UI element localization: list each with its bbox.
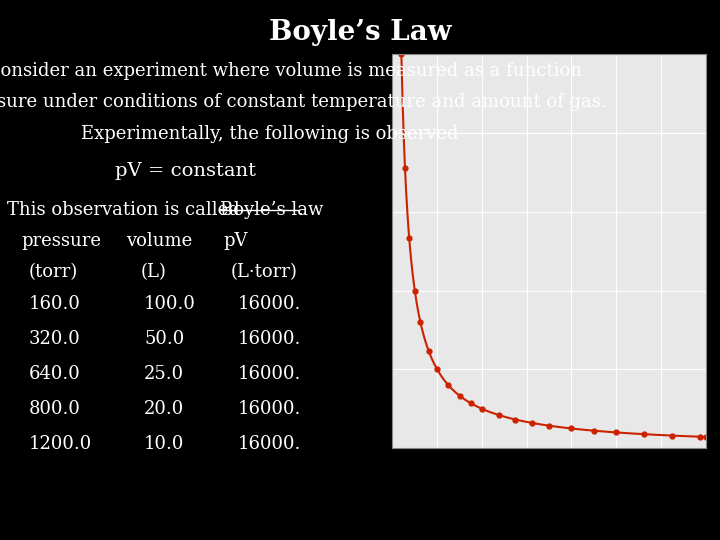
Text: 160.0: 160.0 xyxy=(29,295,81,313)
Text: 800.0: 800.0 xyxy=(29,400,81,418)
Text: 16000.: 16000. xyxy=(238,400,301,418)
Text: (L): (L) xyxy=(140,264,166,281)
Text: pV = constant: pV = constant xyxy=(115,162,256,180)
Text: 10.0: 10.0 xyxy=(144,435,184,453)
Text: Boyle’s law: Boyle’s law xyxy=(220,201,323,219)
Text: Experimentally, the following is observed: Experimentally, the following is observe… xyxy=(81,125,459,143)
Text: This observation is called: This observation is called xyxy=(7,201,246,219)
Text: .: . xyxy=(297,201,303,219)
Text: 1200.0: 1200.0 xyxy=(29,435,92,453)
Text: 640.0: 640.0 xyxy=(29,365,81,383)
Text: (torr): (torr) xyxy=(29,264,78,281)
Text: 16000.: 16000. xyxy=(238,330,301,348)
Text: 50.0: 50.0 xyxy=(144,330,184,348)
Y-axis label: Volume (L): Volume (L) xyxy=(347,220,358,282)
Text: 16000.: 16000. xyxy=(238,435,301,453)
Text: Consider an experiment where volume is measured as a function: Consider an experiment where volume is m… xyxy=(0,62,582,80)
Text: 100.0: 100.0 xyxy=(144,295,196,313)
Text: 20.0: 20.0 xyxy=(144,400,184,418)
Text: of pressure under conditions of constant temperature and amount of gas.: of pressure under conditions of constant… xyxy=(0,93,606,111)
Text: 320.0: 320.0 xyxy=(29,330,81,348)
Text: Boyle’s Law: Boyle’s Law xyxy=(269,19,451,46)
Text: 16000.: 16000. xyxy=(238,295,301,313)
Text: 25.0: 25.0 xyxy=(144,365,184,383)
X-axis label: Pressure (mmHg): Pressure (mmHg) xyxy=(499,474,599,484)
Text: (L·torr): (L·torr) xyxy=(230,264,297,281)
Text: pV: pV xyxy=(223,232,248,250)
Text: 16000.: 16000. xyxy=(238,365,301,383)
Text: pressure: pressure xyxy=(22,232,102,250)
Text: volume: volume xyxy=(126,232,192,250)
